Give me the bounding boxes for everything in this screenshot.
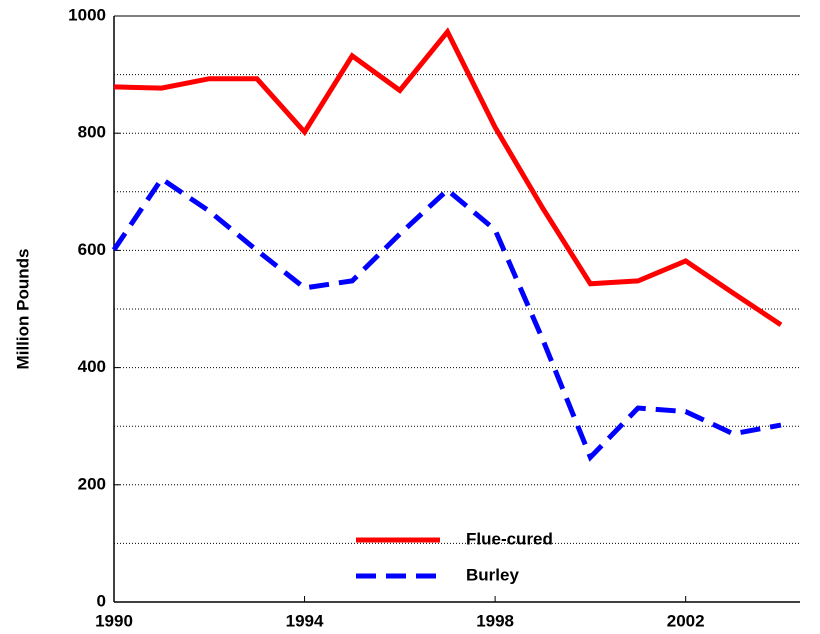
legend-label: Flue-cured — [466, 529, 553, 548]
x-tick-label: 2002 — [667, 611, 705, 630]
x-tick-label: 1998 — [476, 611, 514, 630]
y-tick-label: 600 — [78, 240, 106, 259]
legend-label: Burley — [466, 565, 519, 584]
series-line — [111, 175, 782, 462]
y-tick-label: 800 — [78, 123, 106, 142]
x-tick-label: 1990 — [95, 611, 133, 630]
y-tick-label: 200 — [78, 474, 106, 493]
y-tick-label: 0 — [97, 591, 106, 610]
y-tick-label: 400 — [78, 357, 106, 376]
x-tick-label: 1994 — [286, 611, 324, 630]
y-axis-label: Million Pounds — [13, 249, 32, 370]
y-tick-label: 1000 — [68, 5, 106, 24]
series-line — [113, 27, 783, 327]
